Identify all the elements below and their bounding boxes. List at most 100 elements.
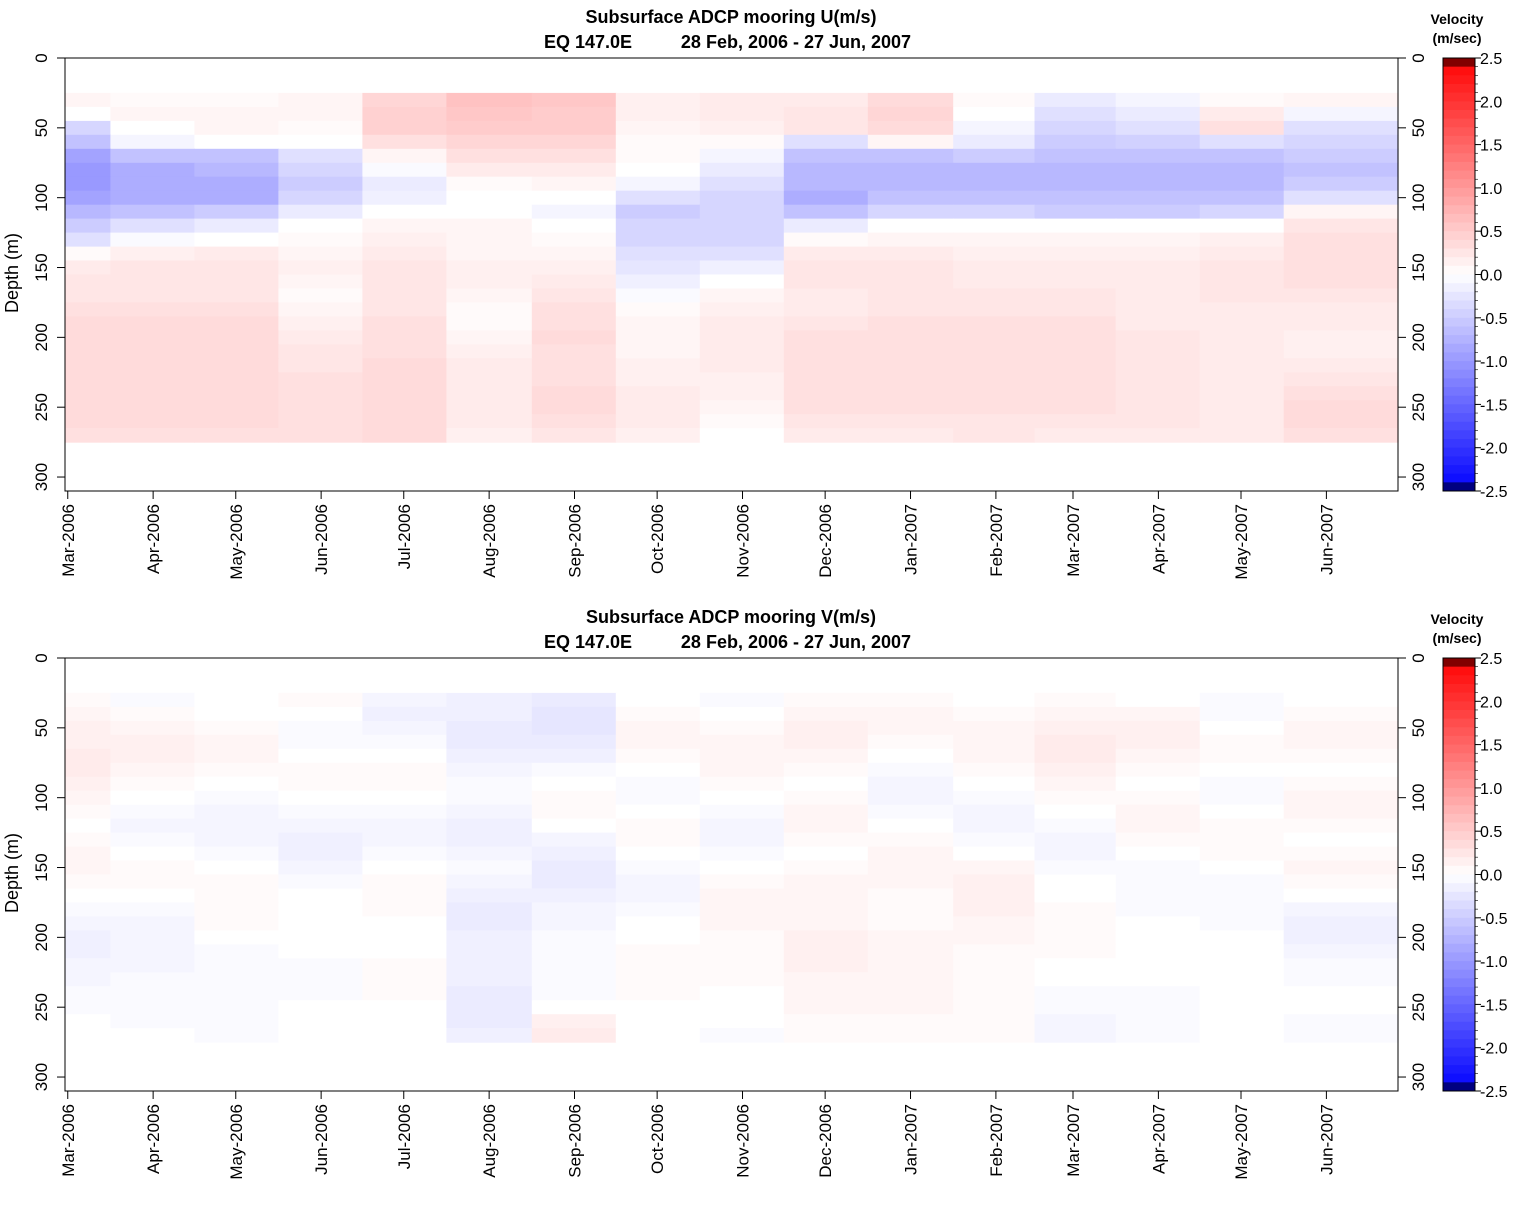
heatmap-cell bbox=[615, 302, 701, 317]
heatmap-cell bbox=[1034, 386, 1117, 401]
heatmap-cell bbox=[953, 972, 1035, 987]
heatmap-cell bbox=[867, 386, 954, 401]
u-y-axis-label: Depth (m) bbox=[2, 233, 22, 313]
heatmap-cell bbox=[783, 902, 869, 917]
heatmap-cell bbox=[1034, 734, 1117, 750]
heatmap-cell bbox=[278, 134, 363, 150]
heatmap-cell bbox=[1283, 190, 1399, 206]
heatmap-cell bbox=[531, 762, 617, 778]
colorbar-segment bbox=[1443, 926, 1475, 936]
heatmap-cell bbox=[110, 986, 195, 1001]
heatmap-cell bbox=[615, 330, 701, 345]
heatmap-cell bbox=[1034, 1028, 1117, 1043]
heatmap-cell bbox=[110, 232, 195, 248]
heatmap-cell bbox=[65, 762, 111, 778]
heatmap-cell bbox=[531, 414, 617, 429]
heatmap-cell bbox=[65, 400, 111, 415]
heatmap-cell bbox=[362, 888, 447, 904]
heatmap-cell bbox=[446, 134, 533, 150]
heatmap-cell bbox=[867, 92, 954, 108]
heatmap-cell bbox=[65, 288, 111, 304]
heatmap-cell bbox=[194, 986, 279, 1001]
heatmap-cell bbox=[783, 386, 869, 401]
heatmap-cell bbox=[699, 916, 785, 931]
heatmap-cell bbox=[867, 218, 954, 234]
heatmap-cell bbox=[867, 734, 954, 750]
colorbar-segment bbox=[1443, 257, 1475, 267]
heatmap-cell bbox=[362, 428, 447, 443]
heatmap-cell bbox=[362, 260, 447, 276]
heatmap-cell bbox=[783, 176, 869, 192]
heatmap-cell bbox=[953, 776, 1035, 792]
heatmap-cell bbox=[446, 190, 533, 206]
heatmap-cell bbox=[110, 190, 195, 206]
heatmap-cell bbox=[699, 1014, 785, 1029]
heatmap-cell bbox=[278, 120, 363, 136]
heatmap-cell bbox=[953, 860, 1035, 876]
x-tick-label: Mar-2006 bbox=[59, 504, 78, 577]
heatmap-cell bbox=[615, 232, 701, 248]
heatmap-cell bbox=[194, 302, 279, 317]
heatmap-cell bbox=[783, 804, 869, 820]
heatmap-cell bbox=[531, 106, 617, 122]
colorbar-segment bbox=[1443, 361, 1475, 371]
heatmap-cell bbox=[362, 860, 447, 876]
colorbar-segment bbox=[1443, 813, 1475, 823]
heatmap-cell bbox=[446, 260, 533, 276]
heatmap-cell bbox=[867, 1028, 954, 1043]
x-tick-label: Mar-2007 bbox=[1064, 504, 1083, 577]
heatmap-cell bbox=[278, 790, 363, 806]
heatmap-cell bbox=[362, 916, 447, 931]
heatmap-cell bbox=[783, 92, 869, 108]
heatmap-cell bbox=[446, 748, 533, 764]
x-tick-label: Jul-2006 bbox=[395, 504, 414, 569]
heatmap-cell bbox=[65, 972, 111, 987]
colorbar-segment bbox=[1443, 995, 1475, 1005]
heatmap-cell bbox=[194, 720, 279, 736]
heatmap-cell bbox=[615, 790, 701, 806]
heatmap-cell bbox=[531, 944, 617, 959]
heatmap-cell bbox=[1283, 958, 1399, 973]
heatmap-cell bbox=[867, 358, 954, 373]
heatmap-cell bbox=[867, 818, 954, 834]
heatmap-cell bbox=[783, 776, 869, 792]
colorbar-segment bbox=[1443, 187, 1475, 197]
heatmap-cell bbox=[699, 372, 785, 387]
heatmap-cell bbox=[1115, 106, 1201, 122]
colorbar-segment bbox=[1443, 196, 1475, 206]
heatmap-cell bbox=[699, 232, 785, 248]
colorbar-segment bbox=[1443, 231, 1475, 241]
heatmap-cell bbox=[953, 790, 1035, 806]
heatmap-cell bbox=[110, 972, 195, 987]
heatmap-cell bbox=[783, 972, 869, 987]
x-tick-label: Feb-2007 bbox=[987, 504, 1006, 577]
heatmap-cell bbox=[110, 888, 195, 904]
heatmap-cell bbox=[110, 692, 195, 708]
heatmap-cell bbox=[446, 804, 533, 820]
x-tick-label: Jun-2007 bbox=[1317, 1104, 1336, 1175]
heatmap-cell bbox=[1034, 846, 1117, 862]
heatmap-cell bbox=[1199, 414, 1285, 429]
heatmap-cell bbox=[278, 1000, 363, 1015]
heatmap-cell bbox=[531, 846, 617, 862]
heatmap-cell bbox=[615, 92, 701, 108]
colorbar-segment bbox=[1443, 395, 1475, 405]
heatmap-cell bbox=[1199, 386, 1285, 401]
heatmap-cell bbox=[446, 1014, 533, 1029]
heatmap-cell bbox=[1034, 316, 1117, 331]
heatmap-cell bbox=[783, 190, 869, 206]
heatmap-cell bbox=[615, 190, 701, 206]
heatmap-cell bbox=[362, 414, 447, 429]
heatmap-cell bbox=[615, 692, 701, 708]
heatmap-cell bbox=[699, 148, 785, 164]
colorbar-segment bbox=[1443, 153, 1475, 163]
v-heatmap-cells bbox=[65, 692, 1399, 1043]
heatmap-cell bbox=[362, 972, 447, 987]
heatmap-cell bbox=[615, 246, 701, 262]
heatmap-cell bbox=[65, 92, 111, 108]
heatmap-cell bbox=[1199, 776, 1285, 792]
heatmap-cell bbox=[953, 204, 1035, 220]
colorbar-segment bbox=[1443, 935, 1475, 945]
heatmap-cell bbox=[1115, 748, 1201, 764]
colorbar-tick-label: -1.0 bbox=[1480, 354, 1508, 371]
